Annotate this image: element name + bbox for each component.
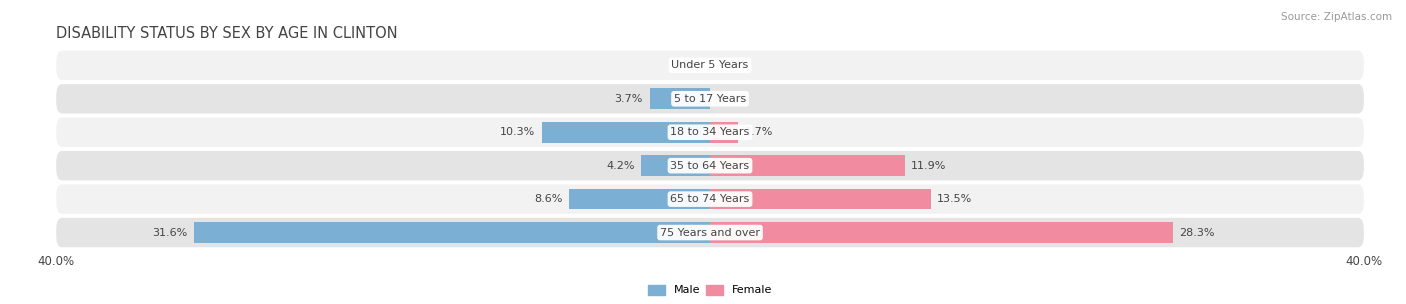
Text: 75 Years and over: 75 Years and over xyxy=(659,228,761,237)
Bar xyxy=(710,222,1173,243)
Text: 8.6%: 8.6% xyxy=(534,194,562,204)
Text: Source: ZipAtlas.com: Source: ZipAtlas.com xyxy=(1281,12,1392,22)
Text: 3.7%: 3.7% xyxy=(614,94,643,104)
Bar xyxy=(710,155,904,176)
Bar xyxy=(641,155,710,176)
Bar xyxy=(194,222,710,243)
Bar xyxy=(650,88,710,109)
Text: 11.9%: 11.9% xyxy=(911,161,946,171)
Bar xyxy=(710,122,738,143)
FancyBboxPatch shape xyxy=(56,51,1364,80)
Text: DISABILITY STATUS BY SEX BY AGE IN CLINTON: DISABILITY STATUS BY SEX BY AGE IN CLINT… xyxy=(56,26,398,40)
Text: 0.0%: 0.0% xyxy=(673,60,702,70)
Bar xyxy=(569,189,710,209)
Text: 31.6%: 31.6% xyxy=(152,228,187,237)
FancyBboxPatch shape xyxy=(56,218,1364,247)
FancyBboxPatch shape xyxy=(56,84,1364,113)
Text: 65 to 74 Years: 65 to 74 Years xyxy=(671,194,749,204)
Text: 13.5%: 13.5% xyxy=(938,194,973,204)
Text: 18 to 34 Years: 18 to 34 Years xyxy=(671,127,749,137)
Legend: Male, Female: Male, Female xyxy=(644,280,776,300)
Text: 5 to 17 Years: 5 to 17 Years xyxy=(673,94,747,104)
Bar xyxy=(541,122,710,143)
Text: 4.2%: 4.2% xyxy=(606,161,636,171)
Text: 1.7%: 1.7% xyxy=(744,127,773,137)
Text: 0.0%: 0.0% xyxy=(718,94,747,104)
Text: 35 to 64 Years: 35 to 64 Years xyxy=(671,161,749,171)
Text: 28.3%: 28.3% xyxy=(1180,228,1215,237)
FancyBboxPatch shape xyxy=(56,118,1364,147)
Bar xyxy=(710,189,931,209)
FancyBboxPatch shape xyxy=(56,185,1364,214)
Text: Under 5 Years: Under 5 Years xyxy=(672,60,748,70)
Text: 10.3%: 10.3% xyxy=(501,127,536,137)
Text: 0.0%: 0.0% xyxy=(718,60,747,70)
FancyBboxPatch shape xyxy=(56,151,1364,180)
